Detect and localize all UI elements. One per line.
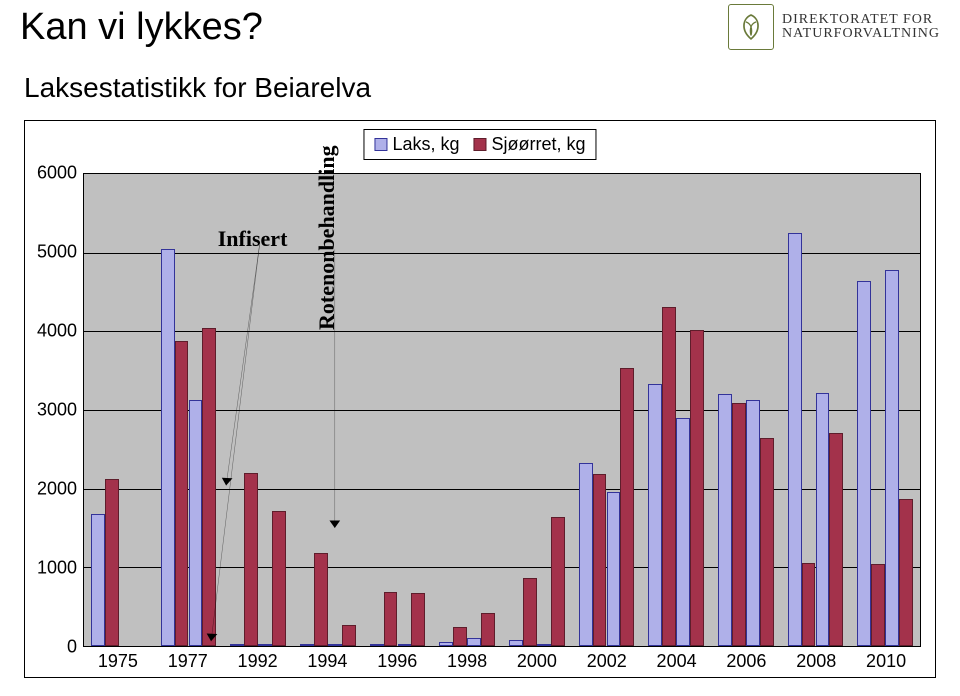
logo-text: DIREKTORATET FOR NATURFORVALTNING: [782, 13, 940, 41]
y-axis-label: 3000: [37, 400, 77, 421]
x-axis-label: 1992: [238, 651, 278, 672]
legend-label: Sjøørret, kg: [492, 134, 586, 155]
org-logo: DIREKTORATET FOR NATURFORVALTNING: [728, 4, 940, 50]
y-axis-label: 0: [67, 637, 77, 658]
arrow: [84, 174, 920, 646]
plot-area: InfisertRotenonbehandling 01000200030004…: [83, 173, 921, 647]
legend-swatch: [374, 138, 387, 151]
x-axis-label: 2004: [657, 651, 697, 672]
legend-label: Laks, kg: [392, 134, 459, 155]
x-axis-label: 2006: [726, 651, 766, 672]
legend-swatch: [474, 138, 487, 151]
chart-legend: Laks, kg Sjøørret, kg: [363, 129, 596, 160]
logo-line1: DIREKTORATET FOR: [782, 13, 940, 27]
x-axis-label: 2010: [866, 651, 906, 672]
logo-line2: NATURFORVALTNING: [782, 27, 940, 41]
page-title: Kan vi lykkes?: [20, 6, 263, 49]
x-axis-label: 1975: [98, 651, 138, 672]
page-subtitle: Laksestatistikk for Beiarelva: [24, 72, 371, 104]
x-axis-label: 1996: [377, 651, 417, 672]
x-axis-label: 2002: [587, 651, 627, 672]
leaf-icon-svg: [734, 10, 768, 44]
title-text: Kan vi lykkes?: [20, 6, 263, 48]
x-axis-label: 1994: [307, 651, 347, 672]
y-axis-label: 1000: [37, 558, 77, 579]
x-axis-label: 1998: [447, 651, 487, 672]
subtitle-text: Laksestatistikk for Beiarelva: [24, 72, 371, 103]
legend-item: Sjøørret, kg: [474, 134, 586, 155]
y-axis-label: 6000: [37, 163, 77, 184]
leaf-icon: [728, 4, 774, 50]
y-axis-label: 2000: [37, 478, 77, 499]
legend-item: Laks, kg: [374, 134, 459, 155]
y-axis-label: 4000: [37, 320, 77, 341]
x-axis-label: 2008: [796, 651, 836, 672]
x-axis-label: 2000: [517, 651, 557, 672]
y-axis-label: 5000: [37, 241, 77, 262]
chart-container: Laks, kg Sjøørret, kg InfisertRotenonbeha…: [24, 120, 936, 678]
plot-background: InfisertRotenonbehandling: [83, 173, 921, 647]
x-axis-label: 1977: [168, 651, 208, 672]
